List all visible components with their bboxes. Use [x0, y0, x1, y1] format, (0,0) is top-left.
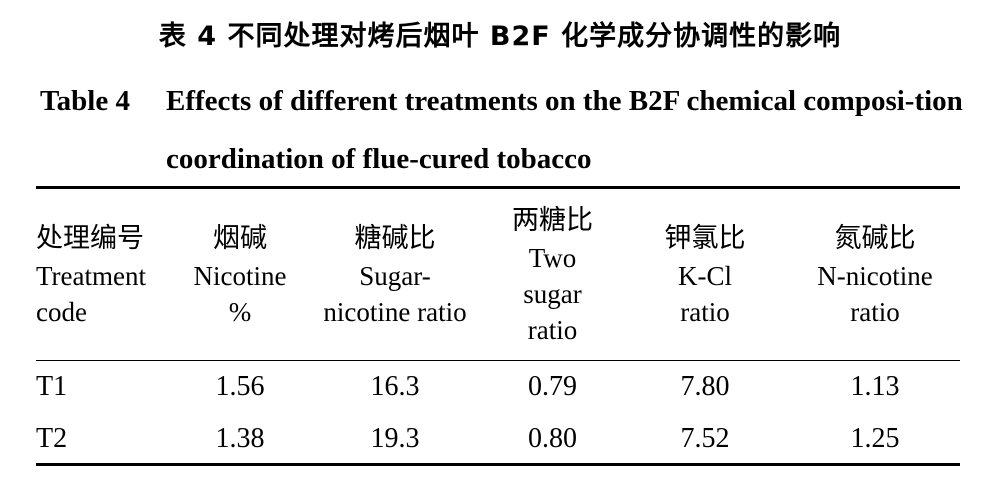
top-rule [36, 186, 960, 189]
table-number: Table 4 [40, 85, 130, 117]
header-two-sugar: 两糖比 Two sugar ratio [495, 202, 610, 348]
bottom-rule [36, 463, 960, 466]
header-nicotine: 烟碱 Nicotine % [180, 220, 300, 330]
header-treatment-code: 处理编号 Treatment code [36, 220, 160, 330]
table-cell: 7.80 [680, 371, 730, 402]
header-sugar-nicotine: 糖碱比 Sugar- nicotine ratio [305, 220, 485, 330]
table-cell: T2 [36, 423, 68, 454]
table-cell: 19.3 [370, 423, 420, 454]
header-zh: 氮碱比 [834, 223, 916, 254]
header-zh: 两糖比 [512, 205, 593, 236]
header-k-cl: 钾氯比 K-Cl ratio [640, 220, 770, 330]
header-line: Treatment [36, 261, 146, 291]
header-rule [36, 360, 960, 361]
header-line: sugar [523, 279, 582, 309]
header-line: % [228, 297, 252, 327]
header-line: Two [528, 243, 577, 273]
table-cell: 0.80 [528, 423, 577, 454]
table-cell: 1.13 [850, 371, 900, 402]
table-cell: 1.25 [850, 423, 900, 454]
header-zh: 烟碱 [213, 223, 267, 254]
table-cell: 1.56 [215, 371, 265, 402]
header-line: K-Cl [678, 261, 732, 291]
table-cell: 1.38 [215, 423, 265, 454]
header-line: ratio [680, 297, 730, 327]
header-line: ratio [850, 297, 900, 327]
table-cell: 16.3 [370, 371, 420, 402]
header-line: Sugar- [359, 261, 431, 291]
table-cell: 0.79 [528, 371, 577, 402]
header-zh: 处理编号 [36, 223, 144, 254]
header-zh: 钾氯比 [664, 223, 746, 254]
header-n-nicotine: 氮碱比 N-nicotine ratio [795, 220, 955, 330]
header-line: Nicotine [193, 261, 287, 291]
header-line: nicotine ratio [323, 297, 467, 327]
caption-chinese: 表 4 不同处理对烤后烟叶 B2F 化学成分协调性的影响 [158, 21, 842, 52]
table-cell: T1 [36, 371, 68, 402]
caption-english-text: Effects of different treatments on the B… [166, 85, 963, 175]
header-line: N-nicotine [817, 261, 933, 291]
header-line: code [36, 297, 87, 327]
header-line: ratio [527, 315, 578, 345]
header-zh: 糖碱比 [354, 223, 436, 254]
table-cell: 7.52 [680, 423, 730, 454]
